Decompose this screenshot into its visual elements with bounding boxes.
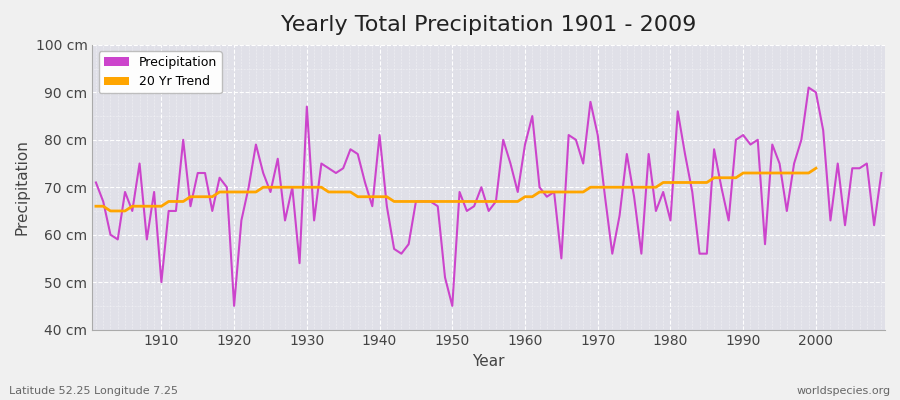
Line: 20 Yr Trend: 20 Yr Trend <box>96 168 816 211</box>
Text: Latitude 52.25 Longitude 7.25: Latitude 52.25 Longitude 7.25 <box>9 386 178 396</box>
20 Yr Trend <box>266 185 276 190</box>
Precipitation <box>803 85 814 90</box>
20 Yr Trend <box>469 199 480 204</box>
Precipitation <box>229 304 239 308</box>
Precipitation <box>876 171 886 176</box>
Precipitation <box>148 190 159 194</box>
Precipitation <box>526 114 537 118</box>
20 Yr Trend <box>91 204 102 209</box>
Precipitation <box>614 213 625 218</box>
Precipitation <box>91 180 102 185</box>
20 Yr Trend <box>760 171 770 176</box>
Precipitation <box>316 161 327 166</box>
20 Yr Trend <box>811 166 822 171</box>
Title: Yearly Total Precipitation 1901 - 2009: Yearly Total Precipitation 1901 - 2009 <box>281 15 697 35</box>
Line: Precipitation: Precipitation <box>96 88 881 306</box>
Precipitation <box>360 180 371 185</box>
X-axis label: Year: Year <box>472 354 505 369</box>
20 Yr Trend <box>526 194 537 199</box>
20 Yr Trend <box>236 190 247 194</box>
20 Yr Trend <box>781 171 792 176</box>
Text: worldspecies.org: worldspecies.org <box>796 386 891 396</box>
Precipitation <box>519 142 530 147</box>
Legend: Precipitation, 20 Yr Trend: Precipitation, 20 Yr Trend <box>98 51 221 93</box>
20 Yr Trend <box>105 208 116 213</box>
Y-axis label: Precipitation: Precipitation <box>15 139 30 235</box>
